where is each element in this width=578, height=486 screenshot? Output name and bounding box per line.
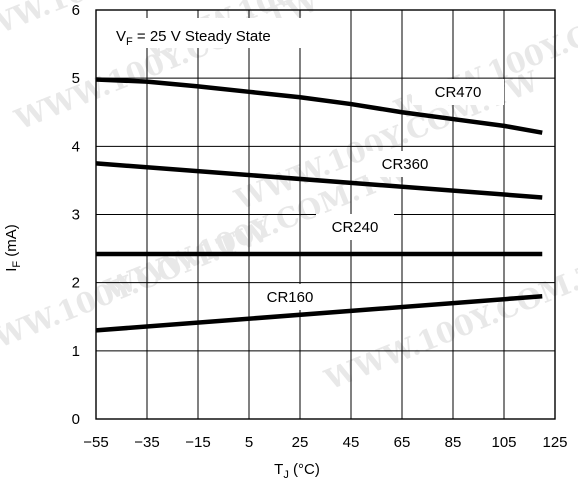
- series-layer: CR470 CR360 CR240 CR160: [95, 77, 543, 333]
- watermark-text: WWW.100Y.COM.TW: [319, 244, 578, 397]
- chart-annotation: VF = 25 V Steady State: [116, 28, 271, 48]
- x-tick-label: 85: [445, 434, 462, 451]
- y-tick-label: 6: [72, 2, 80, 19]
- series-label-cr240: CR240: [332, 219, 379, 236]
- grid-lines: [96, 10, 555, 419]
- series-label-cr470: CR470: [435, 84, 482, 101]
- x-tick-label: −15: [185, 434, 210, 451]
- annotation-box: VF = 25 V Steady State: [111, 18, 313, 48]
- y-axis-label: IF (mA): [3, 224, 23, 272]
- y-tick-label: 5: [72, 70, 80, 87]
- x-tick-label: 125: [542, 434, 567, 451]
- y-tick-label: 1: [72, 343, 80, 360]
- series-label-cr160: CR160: [267, 289, 314, 306]
- x-tick-label: 5: [245, 434, 253, 451]
- x-axis-label: TJ (°C): [274, 461, 320, 481]
- watermark-layer: WWW.100Y.COM.TWWWW.100Y.COM.TWWWW.100Y.C…: [0, 0, 578, 397]
- y-tick-label: 4: [72, 138, 80, 155]
- watermark-text: WWW.100Y.COM.TW: [0, 214, 274, 367]
- x-tick-label: 105: [491, 434, 516, 451]
- series-label-background: [316, 214, 394, 240]
- x-tick-label: 45: [343, 434, 360, 451]
- series-label-cr360: CR360: [382, 156, 429, 173]
- series-line-cr360: [95, 161, 543, 200]
- series-label-background: [412, 79, 504, 105]
- series-label-background: [366, 151, 446, 177]
- x-tick-label: 65: [394, 434, 411, 451]
- x-tick-label: −55: [83, 434, 108, 451]
- series-label-background: [252, 284, 332, 310]
- y-tick-label: 2: [72, 275, 80, 292]
- y-tick-label: 3: [72, 207, 80, 224]
- series-line-cr470: [95, 77, 543, 135]
- x-tick-label: −35: [134, 434, 159, 451]
- x-tick-label: 25: [292, 434, 309, 451]
- plot-frame: [95, 9, 556, 420]
- series-line-cr160: [95, 294, 543, 333]
- y-tick-label: 0: [72, 411, 80, 428]
